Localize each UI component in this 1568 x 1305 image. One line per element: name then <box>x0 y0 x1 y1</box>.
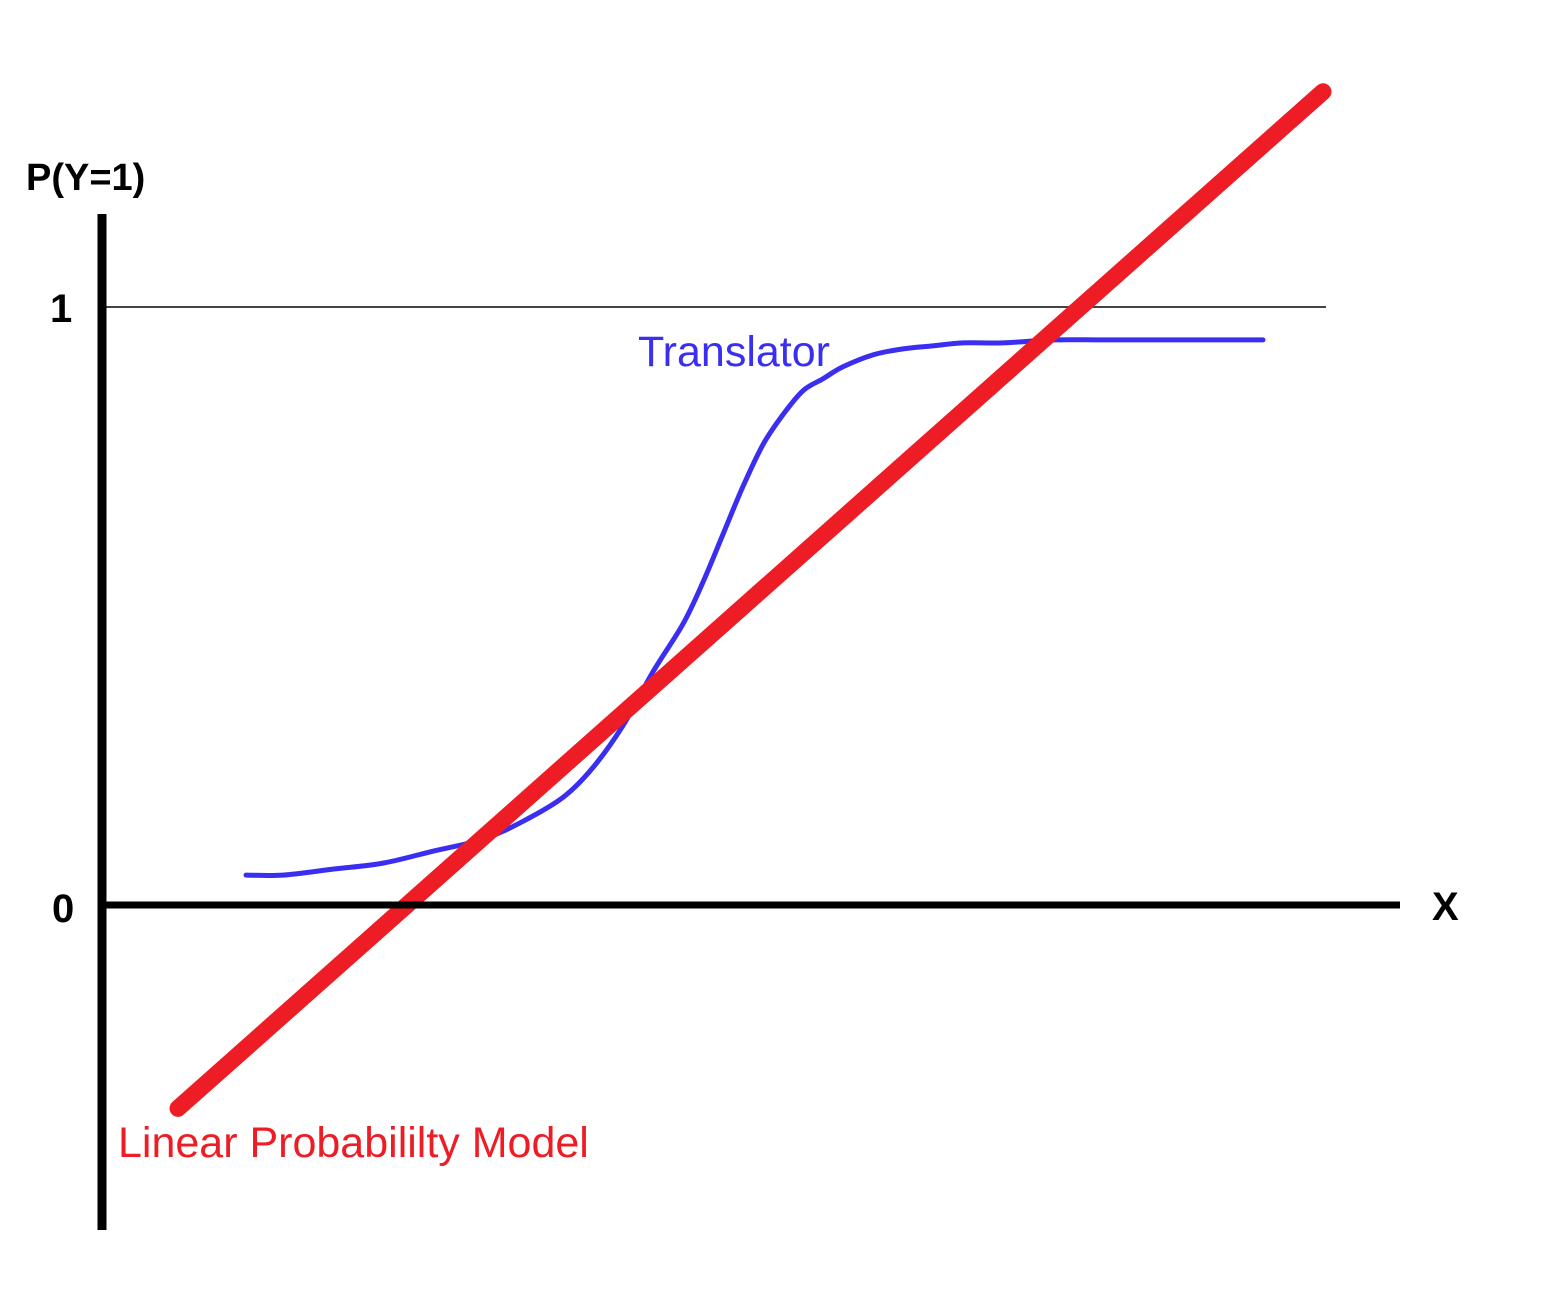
x-axis-label: X <box>1432 885 1459 929</box>
y-tick-label-0: 0 <box>52 887 74 931</box>
y-axis-label: P(Y=1) <box>26 157 145 199</box>
series-line-linear-probability-model <box>169 83 1332 1117</box>
series-label-translator: Translator <box>638 328 830 376</box>
series-layer <box>169 83 1332 1117</box>
y-tick-label-1: 1 <box>50 287 72 331</box>
series-label-linear-probability-model: Linear Probabililty Model <box>118 1119 589 1167</box>
